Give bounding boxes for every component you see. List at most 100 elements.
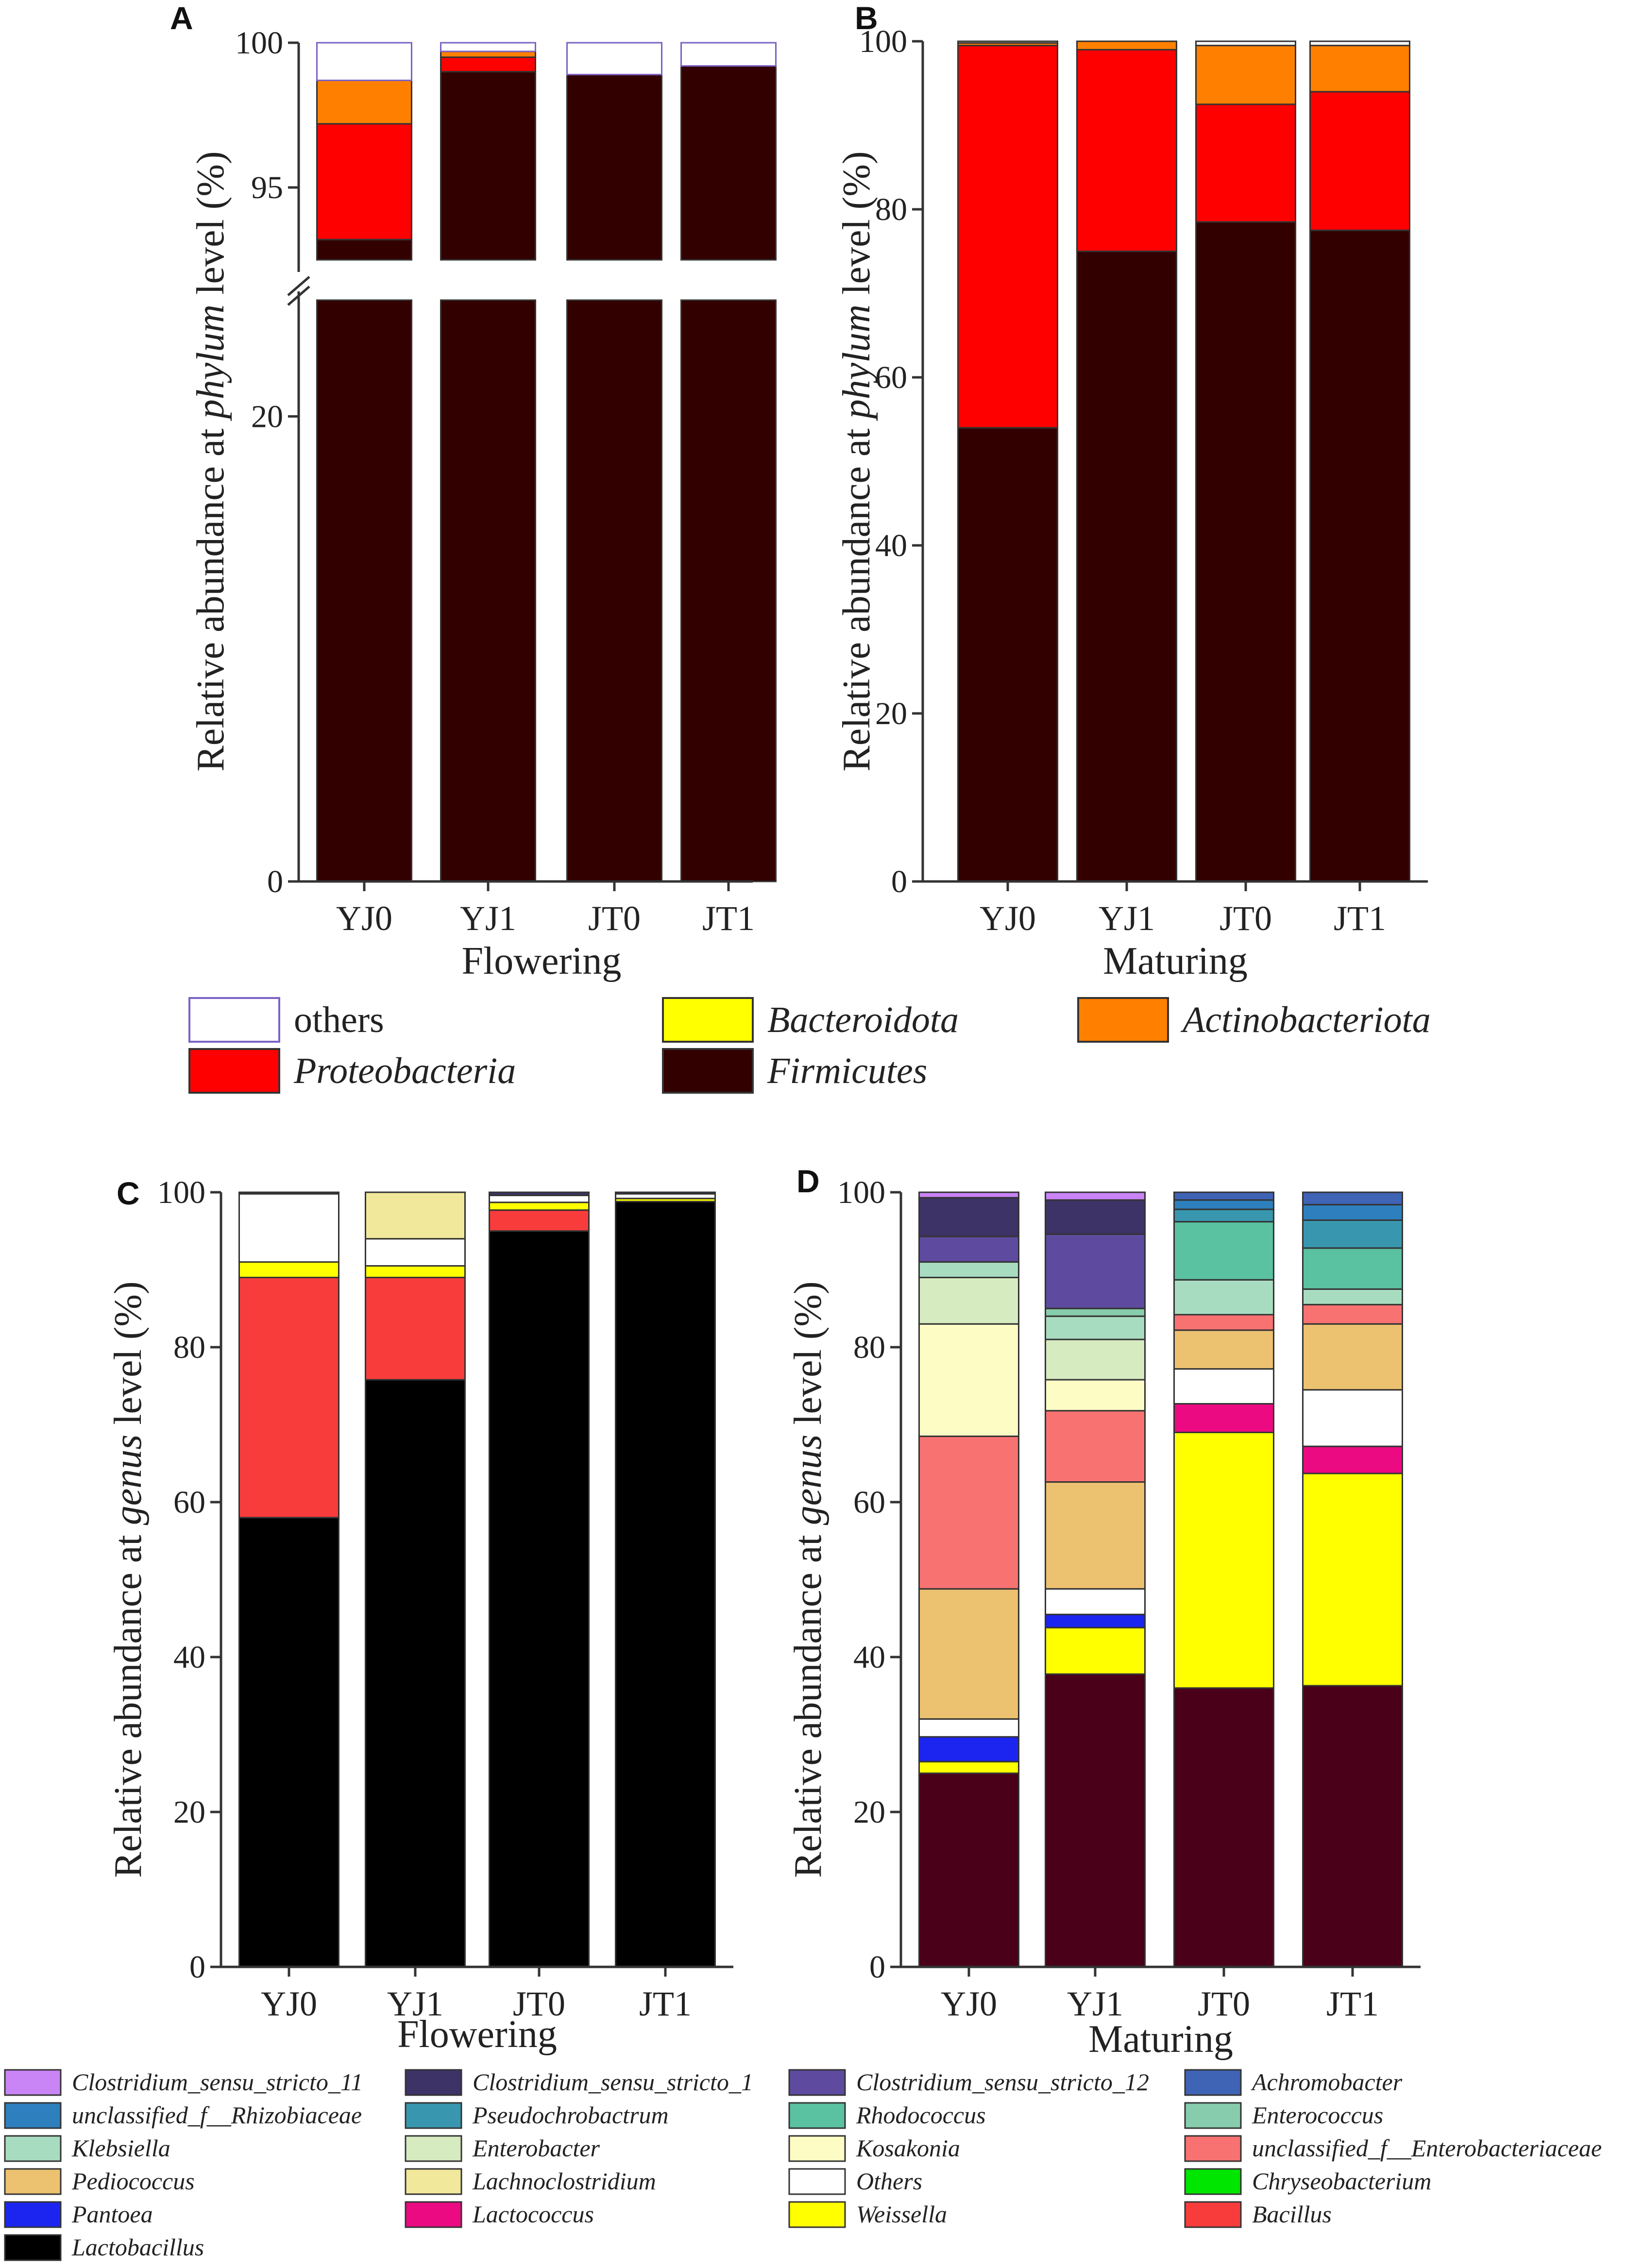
bar-segment-jt1-pseudochrobactrum xyxy=(1302,1219,1403,1249)
legend-swatch-unclassified-f-enterobacteriaceae xyxy=(1184,2135,1242,2162)
bar-segment-jt1-others xyxy=(1302,1389,1403,1447)
bar-segment-jt0-weissella xyxy=(489,1202,590,1211)
y-tick-label: 100 xyxy=(859,24,907,59)
bar-segment-jt1-unclassified-f-rhizobiaceae xyxy=(1302,1204,1403,1221)
y-axis-title-prefix: Relative abundance at xyxy=(787,1525,830,1878)
genus-legend: Clostridium_sensu_stricto_11 Clostridium_… xyxy=(4,2068,1602,2261)
y-tick-label: 80 xyxy=(173,1330,205,1365)
bar-segment-yj0-klebsiella xyxy=(918,1261,1019,1278)
y-tick-label: 0 xyxy=(189,1949,205,1985)
bar-segment-jt0-firmicutes-upper xyxy=(566,74,662,261)
legend-label-klebsiella: Klebsiella xyxy=(71,2134,170,2162)
bar-segment-yj0-bacillus xyxy=(238,1276,339,1519)
legend-label-pantoea: Pantoea xyxy=(71,2200,153,2228)
bar-segment-jt0-unclassified-f-enterobacteriaceae xyxy=(1173,1314,1274,1331)
bar-segment-jt1-others xyxy=(1309,40,1410,47)
y-tick-label: 100 xyxy=(837,1175,885,1210)
axis-break-mark xyxy=(287,276,310,296)
bar-segment-yj1-actinobacteriota-upper xyxy=(440,51,536,58)
bar-segment-jt1-lactobacillus xyxy=(1302,1685,1403,1968)
x-tick-label: JT1 xyxy=(639,1984,692,2023)
y-tick-label: 80 xyxy=(853,1330,885,1365)
legend-label-unclassified-f-enterobacteriaceae: unclassified_f__Enterobacteriaceae xyxy=(1252,2134,1602,2162)
legend-swatch-enterococcus xyxy=(1184,2102,1242,2129)
bar-segment-yj0-clostridium-sensu-stricto-1 xyxy=(238,1191,339,1195)
bar-segment-yj1-pediococcus xyxy=(1045,1481,1146,1590)
bar-segment-jt0-weissella xyxy=(1173,1431,1274,1689)
bar-segment-yj0-clostridium-sensu-stricto-11 xyxy=(918,1191,1019,1199)
panel-b-phylum-maturing: 0 20 40 60 80 100 YJ0 YJ1 JT0 JT1 Maturing Relative… xyxy=(835,0,1428,982)
legend-label-enterobacter: Enterobacter xyxy=(472,2134,600,2162)
legend-label-weissella: Weissella xyxy=(856,2200,947,2228)
phylum-legend: others Bacteroidota Actinobacteriota Proteo… xyxy=(188,997,1431,1094)
panel-c-genus-flowering: 0 20 40 60 80 100 YJ0 YJ1 JT0 JT1 Flowering Relativ… xyxy=(107,1175,733,2056)
legend-swatch-proteobacteria xyxy=(188,1048,280,1094)
bar-segment-yj1-others xyxy=(365,1238,466,1267)
bar-segment-jt0-achromobacter xyxy=(1173,1191,1274,1201)
bar-segment-yj1-pantoea xyxy=(1045,1613,1146,1628)
y-tick-label: 20 xyxy=(853,1794,885,1830)
bar-segment-jt1-proteobacteria xyxy=(1309,91,1410,231)
legend-swatch-actinobacteriota xyxy=(1077,997,1169,1043)
y-tick-label: 40 xyxy=(173,1640,205,1675)
legend-swatch-clostridium-sensu-stricto-1 xyxy=(405,2069,462,2096)
legend-swatch-klebsiella xyxy=(4,2135,62,2162)
bar-segment-yj1-firmicutes-lower xyxy=(440,299,536,882)
y-tick-label: 40 xyxy=(853,1640,885,1675)
legend-label-actinobacteriota: Actinobacteriota xyxy=(1180,999,1431,1040)
legend-swatch-chryseobacterium xyxy=(1184,2168,1242,2195)
y-axis-title-suffix: level (%) xyxy=(835,151,878,304)
bar-segment-yj0-kosakonia xyxy=(918,1323,1019,1437)
bar-segment-jt1-rhodococcus xyxy=(1302,1247,1403,1290)
legend-label-others: Others xyxy=(856,2167,922,2195)
y-tick-label: 60 xyxy=(875,360,907,395)
bar-segment-yj0-others xyxy=(238,1193,339,1263)
x-axis-title: Flowering xyxy=(462,940,622,982)
legend-label-chryseobacterium: Chryseobacterium xyxy=(1252,2167,1431,2195)
bar-segment-yj1-clostridium-sensu-stricto-12 xyxy=(1045,1233,1146,1309)
bar-segment-yj0-clostridium-sensu-stricto-12 xyxy=(918,1236,1019,1263)
y-axis-title: Relative abundance at phylum level (%) xyxy=(189,151,232,771)
legend-label-others: others xyxy=(294,999,384,1040)
bar-segment-jt0-lactobacillus xyxy=(489,1230,590,1968)
bar-segment-jt1-firmicutes-upper xyxy=(680,65,777,261)
bar-segment-jt1-klebsiella xyxy=(1302,1288,1403,1305)
bar-segment-jt0-lactobacillus xyxy=(1173,1687,1274,1968)
bar-segment-jt1-actinobacteriota xyxy=(1309,45,1410,93)
bar-segment-yj1-others xyxy=(1045,1588,1146,1615)
y-tick-label: 0 xyxy=(869,1949,885,1985)
y-axis-title-taxon: genus xyxy=(787,1435,830,1525)
bar-segment-jt0-lactococcus xyxy=(1173,1403,1274,1433)
bar-segment-yj0-clostridium-sensu-stricto-1 xyxy=(918,1197,1019,1237)
bar-segment-yj0-firmicutes-lower xyxy=(316,299,412,882)
x-tick-label: JT1 xyxy=(1326,1984,1379,2023)
bar-segment-yj0-actinobacteriota-upper xyxy=(316,79,412,125)
bar-segment-yj0-others xyxy=(957,40,1058,44)
legend-swatch-firmicutes xyxy=(662,1048,754,1094)
bar-segment-yj1-lactobacillus xyxy=(365,1379,466,1968)
y-tick-label: 60 xyxy=(853,1485,885,1520)
bar-segment-yj1-enterobacter xyxy=(1045,1338,1146,1381)
bar-segment-jt1-pediococcus xyxy=(1302,1323,1403,1391)
legend-swatch-pantoea xyxy=(4,2201,62,2228)
bar-segment-yj1-klebsiella xyxy=(1045,1315,1146,1340)
bar-segment-yj1-weissella xyxy=(365,1265,466,1278)
legend-swatch-unclassified-f-rhizobiaceae xyxy=(4,2102,62,2129)
legend-swatch-lachnoclostridium xyxy=(405,2168,462,2195)
bar-segment-jt1-lactobacillus xyxy=(615,1201,716,1968)
legend-label-lactococcus: Lactococcus xyxy=(472,2200,594,2228)
bar-segment-yj1-lactobacillus xyxy=(1045,1673,1146,1968)
bar-segment-yj1-bacillus xyxy=(365,1276,466,1381)
legend-swatch-achromobacter xyxy=(1184,2069,1242,2096)
x-tick-label: YJ0 xyxy=(980,899,1036,938)
bar-segment-yj0-firmicutes-upper xyxy=(316,238,412,261)
y-tick-label: 60 xyxy=(173,1485,205,1520)
bar-segment-yj1-weissella xyxy=(1045,1626,1146,1675)
bar-segment-yj0-proteobacteria-upper xyxy=(316,123,412,240)
bar-segment-jt1-achromobacter xyxy=(1302,1191,1403,1206)
bar-segment-yj0-lactobacillus xyxy=(238,1517,339,1968)
legend-swatch-bacillus xyxy=(1184,2201,1242,2228)
bar-segment-jt0-unclassified-f-rhizobiaceae xyxy=(1173,1199,1274,1210)
bar-segment-yj1-others-upper xyxy=(440,42,536,52)
panel-letter-b: B xyxy=(855,0,878,36)
